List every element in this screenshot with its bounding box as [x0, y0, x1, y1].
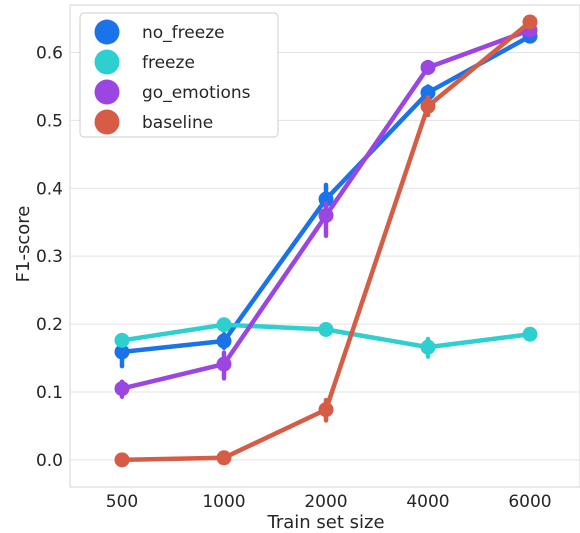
y-tick-label: 0.4 — [36, 179, 63, 199]
legend-label: no_freeze — [142, 23, 225, 43]
data-point — [216, 450, 232, 466]
x-tick-labels: 500 1000 2000 4000 6000 — [106, 492, 552, 512]
legend-box — [79, 12, 279, 138]
data-point — [318, 402, 334, 418]
data-point — [216, 317, 232, 333]
data-point — [318, 322, 334, 338]
legend-label: freeze — [142, 53, 195, 73]
series-freeze — [114, 317, 538, 359]
x-axis-label: Train set size — [266, 512, 384, 533]
data-point — [420, 59, 436, 75]
data-point — [420, 339, 436, 355]
legend-label: baseline — [142, 113, 213, 133]
data-series — [114, 14, 538, 468]
legend-marker — [94, 109, 120, 135]
y-tick-labels: 0.0 0.1 0.2 0.3 0.4 0.5 0.6 — [36, 44, 63, 471]
data-point — [114, 332, 130, 348]
legend-marker — [94, 79, 120, 105]
data-point — [522, 326, 538, 342]
data-point — [114, 452, 130, 468]
y-tick-label: 0.6 — [36, 44, 63, 64]
x-tick-label: 1000 — [202, 492, 245, 512]
y-tick-label: 0.5 — [36, 111, 63, 131]
legend-label: go_emotions — [142, 83, 251, 103]
x-tick-label: 500 — [106, 492, 138, 512]
x-tick-label: 2000 — [304, 492, 347, 512]
data-point — [114, 344, 130, 360]
data-point — [216, 333, 232, 349]
data-point — [420, 85, 436, 101]
data-point — [420, 98, 436, 114]
data-point — [216, 356, 232, 372]
y-tick-label: 0.3 — [36, 247, 63, 267]
x-tick-label: 4000 — [406, 492, 449, 512]
data-point — [114, 381, 130, 397]
data-point — [318, 191, 334, 207]
data-point — [318, 207, 334, 223]
legend-marker — [94, 49, 120, 75]
series-go_emotions — [114, 22, 538, 399]
legend-marker — [94, 19, 120, 45]
y-tick-label: 0.0 — [36, 451, 63, 471]
x-tick-label: 6000 — [508, 492, 551, 512]
y-tick-label: 0.2 — [36, 315, 63, 335]
series-baseline — [114, 14, 538, 468]
y-tick-label: 0.1 — [36, 383, 63, 403]
data-point — [522, 14, 538, 30]
y-axis-label: F1-score — [13, 206, 34, 283]
